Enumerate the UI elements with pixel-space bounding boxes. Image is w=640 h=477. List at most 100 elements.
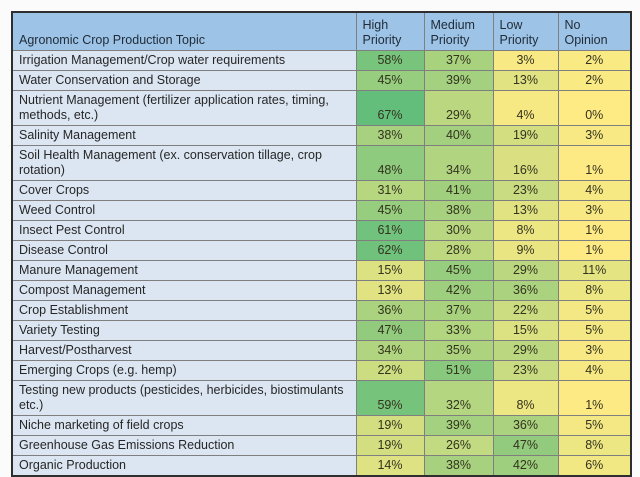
value-cell: 5% bbox=[557, 415, 632, 436]
value-cell: 13% bbox=[492, 200, 559, 221]
value-cell: 45% bbox=[355, 70, 425, 91]
value-cell: 14% bbox=[355, 455, 425, 477]
topic-cell: Irrigation Management/Crop water require… bbox=[11, 50, 357, 71]
topic-cell: Harvest/Postharvest bbox=[11, 340, 357, 361]
value-cell: 29% bbox=[423, 90, 494, 126]
column-header-medium-priority: Medium Priority bbox=[423, 11, 494, 51]
value-cell: 40% bbox=[423, 125, 494, 146]
column-header-no-opinion: No Opinion bbox=[557, 11, 632, 51]
value-cell: 38% bbox=[423, 200, 494, 221]
table-row: Disease Control 62% 28% 9% 1% bbox=[11, 240, 632, 261]
value-cell: 62% bbox=[355, 240, 425, 261]
value-cell: 36% bbox=[492, 280, 559, 301]
value-cell: 19% bbox=[355, 435, 425, 456]
value-cell: 39% bbox=[423, 415, 494, 436]
value-cell: 34% bbox=[423, 145, 494, 181]
value-cell: 30% bbox=[423, 220, 494, 241]
topic-cell: Manure Management bbox=[11, 260, 357, 281]
value-cell: 15% bbox=[355, 260, 425, 281]
value-cell: 47% bbox=[355, 320, 425, 341]
value-cell: 26% bbox=[423, 435, 494, 456]
column-header-high-priority-label: High Priority bbox=[362, 18, 402, 47]
column-header-low-priority: Low Priority bbox=[492, 11, 559, 51]
value-cell: 45% bbox=[355, 200, 425, 221]
topic-cell: Salinity Management bbox=[11, 125, 357, 146]
value-cell: 42% bbox=[423, 280, 494, 301]
table-row: Manure Management 15% 45% 29% 11% bbox=[11, 260, 632, 281]
value-cell: 5% bbox=[557, 300, 632, 321]
value-cell: 48% bbox=[355, 145, 425, 181]
table-row: Organic Production 14% 38% 42% 6% bbox=[11, 455, 632, 477]
crop-priority-table: Agronomic Crop Production Topic High Pri… bbox=[11, 11, 632, 477]
value-cell: 9% bbox=[492, 240, 559, 261]
value-cell: 22% bbox=[355, 360, 425, 381]
value-cell: 35% bbox=[423, 340, 494, 361]
value-cell: 1% bbox=[557, 220, 632, 241]
value-cell: 5% bbox=[557, 320, 632, 341]
table-header: Agronomic Crop Production Topic High Pri… bbox=[11, 11, 632, 51]
value-cell: 8% bbox=[557, 280, 632, 301]
value-cell: 19% bbox=[355, 415, 425, 436]
value-cell: 36% bbox=[492, 415, 559, 436]
value-cell: 23% bbox=[492, 360, 559, 381]
value-cell: 51% bbox=[423, 360, 494, 381]
column-header-medium-priority-label: Medium Priority bbox=[430, 18, 475, 47]
table-row: Irrigation Management/Crop water require… bbox=[11, 50, 632, 71]
topic-cell: Nutrient Management (fertilizer applicat… bbox=[11, 90, 357, 126]
column-header-low-priority-label: Low Priority bbox=[499, 18, 539, 47]
value-cell: 37% bbox=[423, 300, 494, 321]
value-cell: 22% bbox=[492, 300, 559, 321]
value-cell: 47% bbox=[492, 435, 559, 456]
value-cell: 59% bbox=[355, 380, 425, 416]
value-cell: 4% bbox=[557, 180, 632, 201]
value-cell: 36% bbox=[355, 300, 425, 321]
value-cell: 42% bbox=[492, 455, 559, 477]
value-cell: 6% bbox=[557, 455, 632, 477]
value-cell: 38% bbox=[355, 125, 425, 146]
value-cell: 37% bbox=[423, 50, 494, 71]
column-header-topic-label: Agronomic Crop Production Topic bbox=[19, 33, 205, 47]
value-cell: 32% bbox=[423, 380, 494, 416]
topic-cell: Greenhouse Gas Emissions Reduction bbox=[11, 435, 357, 456]
value-cell: 3% bbox=[492, 50, 559, 71]
value-cell: 8% bbox=[492, 380, 559, 416]
value-cell: 3% bbox=[557, 340, 632, 361]
value-cell: 2% bbox=[557, 70, 632, 91]
value-cell: 38% bbox=[423, 455, 494, 477]
value-cell: 29% bbox=[492, 260, 559, 281]
value-cell: 15% bbox=[492, 320, 559, 341]
value-cell: 4% bbox=[557, 360, 632, 381]
value-cell: 34% bbox=[355, 340, 425, 361]
table-row: Weed Control 45% 38% 13% 3% bbox=[11, 200, 632, 221]
topic-cell: Water Conservation and Storage bbox=[11, 70, 357, 91]
table-row: Variety Testing 47% 33% 15% 5% bbox=[11, 320, 632, 341]
table-row: Greenhouse Gas Emissions Reduction 19% 26%… bbox=[11, 435, 632, 456]
value-cell: 3% bbox=[557, 200, 632, 221]
value-cell: 8% bbox=[557, 435, 632, 456]
topic-cell: Soil Health Management (ex. conservation… bbox=[11, 145, 357, 181]
value-cell: 58% bbox=[355, 50, 425, 71]
value-cell: 41% bbox=[423, 180, 494, 201]
value-cell: 1% bbox=[557, 145, 632, 181]
column-header-no-opinion-label: No Opinion bbox=[564, 18, 608, 47]
value-cell: 31% bbox=[355, 180, 425, 201]
column-header-high-priority: High Priority bbox=[355, 11, 425, 51]
topic-cell: Crop Establishment bbox=[11, 300, 357, 321]
topic-cell: Organic Production bbox=[11, 455, 357, 477]
table-row: Salinity Management 38% 40% 19% 3% bbox=[11, 125, 632, 146]
value-cell: 23% bbox=[492, 180, 559, 201]
value-cell: 1% bbox=[557, 240, 632, 261]
value-cell: 3% bbox=[557, 125, 632, 146]
topic-cell: Disease Control bbox=[11, 240, 357, 261]
topic-cell: Compost Management bbox=[11, 280, 357, 301]
value-cell: 16% bbox=[492, 145, 559, 181]
table-row: Compost Management 13% 42% 36% 8% bbox=[11, 280, 632, 301]
table-row: Soil Health Management (ex. conservation… bbox=[11, 145, 632, 181]
topic-cell: Cover Crops bbox=[11, 180, 357, 201]
table-row: Emerging Crops (e.g. hemp) 22% 51% 23% 4% bbox=[11, 360, 632, 381]
table-row: Cover Crops 31% 41% 23% 4% bbox=[11, 180, 632, 201]
value-cell: 8% bbox=[492, 220, 559, 241]
table-row: Water Conservation and Storage 45% 39% 13% 2… bbox=[11, 70, 632, 91]
value-cell: 2% bbox=[557, 50, 632, 71]
table-row: Niche marketing of field crops 19% 39% 36% 5… bbox=[11, 415, 632, 436]
